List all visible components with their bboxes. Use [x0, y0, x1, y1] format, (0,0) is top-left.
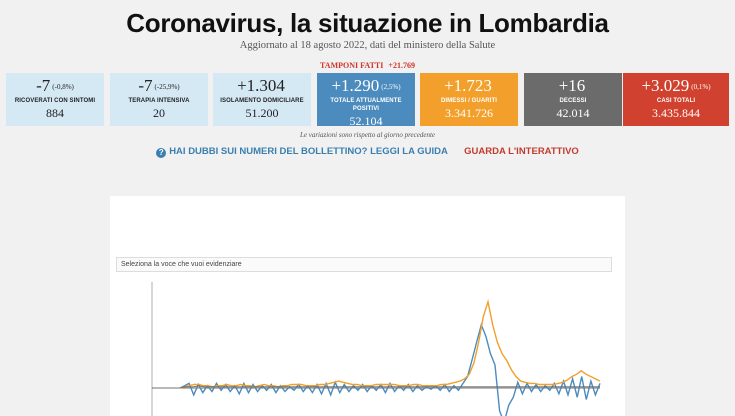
card-attualmente-positivi: +1.290 (2,5%) TOTALE ATTUALMENTE POSITIVI…: [317, 73, 415, 128]
card-delta: +1.723: [444, 76, 492, 95]
card-pct: (-25,9%): [154, 83, 180, 91]
card-total: 42.014: [556, 106, 590, 120]
card-pct: (-0,8%): [52, 83, 74, 91]
card-isolamento: +1.304 ISOLAMENTO DOMICILIARE 51.200: [213, 73, 311, 126]
card-delta: +16: [558, 76, 586, 95]
card-delta: -7: [138, 76, 153, 95]
trend-chart: [151, 282, 601, 416]
series-select[interactable]: Seleziona la voce che vuoi evidenziare: [116, 257, 612, 272]
tamponi-value: +21.769: [388, 61, 415, 70]
interactive-link[interactable]: GUARDA L'INTERATTIVO: [464, 146, 579, 157]
guide-link[interactable]: ? HAI DUBBI SUI NUMERI DEL BOLLETTINO? LE…: [156, 146, 448, 158]
card-delta: -7: [36, 76, 51, 95]
card-pct: (0,1%): [691, 83, 711, 91]
chart-panel: Seleziona la voce che vuoi evidenziare: [110, 196, 625, 416]
series-line-0: [179, 322, 601, 416]
card-decessi: +16 DECESSI 42.014: [524, 73, 622, 126]
card-dimessi-guariti: +1.723 DIMESSI / GUARITI 3.341.726: [420, 73, 518, 126]
page-title: Coronavirus, la situazione in Lombardia: [126, 8, 609, 38]
card-label: TERAPIA INTENSIVA: [128, 98, 190, 104]
variation-note: Le variazioni sono rispetto al giorno pr…: [299, 131, 436, 139]
card-label: RICOVERATI CON SINTOMI: [14, 98, 96, 104]
card-delta: +1.290: [331, 76, 380, 95]
card-total: 52.104: [349, 114, 383, 128]
card-total: 3.341.726: [445, 106, 493, 120]
tamponi-summary: TAMPONI FATTI +21.769: [0, 61, 735, 70]
card-label: DIMESSI / GUARITI: [440, 98, 498, 104]
card-delta: +1.304: [237, 76, 285, 95]
card-total: 884: [46, 106, 64, 120]
card-total: 20: [153, 106, 165, 120]
card-delta: +3.029: [641, 76, 690, 95]
series-line-2: [179, 385, 600, 389]
card-pct: (2,5%): [381, 83, 401, 91]
card-label: ISOLAMENTO DOMICILIARE: [220, 98, 304, 104]
card-terapia-intensiva: -7 (-25,9%) TERAPIA INTENSIVA 20: [110, 73, 208, 126]
tamponi-label: TAMPONI FATTI: [320, 61, 384, 70]
card-total: 3.435.844: [652, 106, 700, 120]
series-layer: [179, 299, 601, 416]
card-label: TOTALE ATTUALMENTE POSITIVI: [330, 98, 402, 112]
guide-link-text: HAI DUBBI SUI NUMERI DEL BOLLETTINO? LEG…: [169, 146, 448, 157]
card-casi-totali: +3.029 (0,1%) CASI TOTALI 3.435.844: [623, 73, 729, 126]
card-ricoverati: -7 (-0,8%) RICOVERATI CON SINTOMI 884: [6, 73, 104, 126]
card-total: 51.200: [245, 106, 279, 120]
links-bar: ? HAI DUBBI SUI NUMERI DEL BOLLETTINO? LE…: [0, 146, 735, 158]
question-icon: ?: [156, 148, 167, 158]
series-line-1: [179, 299, 601, 389]
card-label: DECESSI: [559, 98, 587, 104]
stats-cards: -7 (-0,8%) RICOVERATI CON SINTOMI 884 -7(…: [6, 73, 730, 128]
update-info: Aggiornato al 18 agosto 2022, dati del m…: [239, 40, 496, 51]
card-label: CASI TOTALI: [656, 98, 696, 104]
